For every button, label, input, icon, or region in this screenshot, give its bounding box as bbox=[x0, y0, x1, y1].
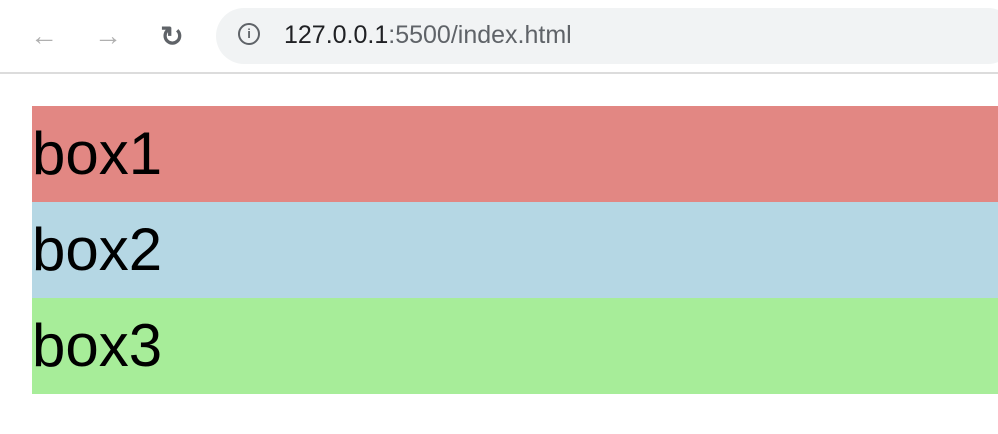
info-icon[interactable]: i bbox=[238, 23, 260, 45]
reload-button[interactable]: ↻ bbox=[156, 20, 188, 52]
arrow-right-icon: → bbox=[94, 20, 122, 51]
url-host: 127.0.0.1 bbox=[284, 21, 389, 49]
url-path: :5500/index.html bbox=[388, 21, 572, 49]
arrow-left-icon: ← bbox=[30, 20, 58, 51]
browser-toolbar: ← → ↻ i 127.0.0.1:5500/index.html bbox=[0, 0, 998, 74]
box1: box1 bbox=[32, 106, 998, 202]
address-bar[interactable]: i 127.0.0.1:5500/index.html bbox=[216, 8, 998, 64]
url-text: 127.0.0.1:5500/index.html bbox=[284, 21, 572, 50]
forward-button[interactable]: → bbox=[92, 20, 124, 52]
back-button[interactable]: ← bbox=[28, 20, 60, 52]
box2: box2 bbox=[32, 202, 998, 298]
box3: box3 bbox=[32, 298, 998, 394]
reload-icon: ↻ bbox=[160, 20, 184, 52]
